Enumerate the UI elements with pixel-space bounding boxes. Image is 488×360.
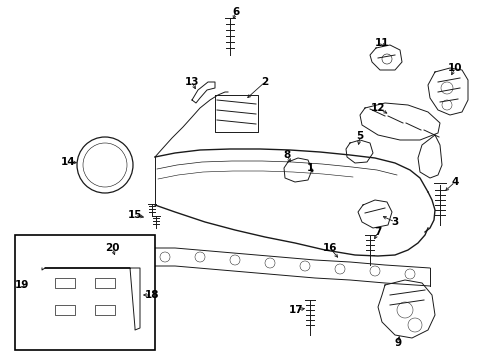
Text: 10: 10 (447, 63, 461, 73)
Text: 19: 19 (15, 280, 29, 290)
Text: 13: 13 (184, 77, 199, 87)
Text: 20: 20 (104, 243, 119, 253)
Bar (95, 305, 115, 315)
Bar (55, 305, 75, 315)
Text: 15: 15 (127, 210, 142, 220)
Bar (15, 235, 155, 350)
Text: 5: 5 (356, 131, 363, 141)
Text: 12: 12 (370, 103, 385, 113)
Text: 9: 9 (394, 338, 401, 348)
Text: 18: 18 (144, 290, 159, 300)
Text: 6: 6 (232, 7, 239, 17)
Text: 8: 8 (283, 150, 290, 160)
Text: 3: 3 (390, 217, 398, 227)
Text: 11: 11 (374, 38, 388, 48)
Text: 4: 4 (450, 177, 458, 187)
Text: 17: 17 (288, 305, 303, 315)
Text: 7: 7 (373, 227, 381, 237)
Text: 14: 14 (61, 157, 75, 167)
Text: 2: 2 (261, 77, 268, 87)
Text: 16: 16 (322, 243, 337, 253)
Bar (95, 278, 115, 288)
Bar (55, 278, 75, 288)
Text: 1: 1 (306, 163, 313, 173)
